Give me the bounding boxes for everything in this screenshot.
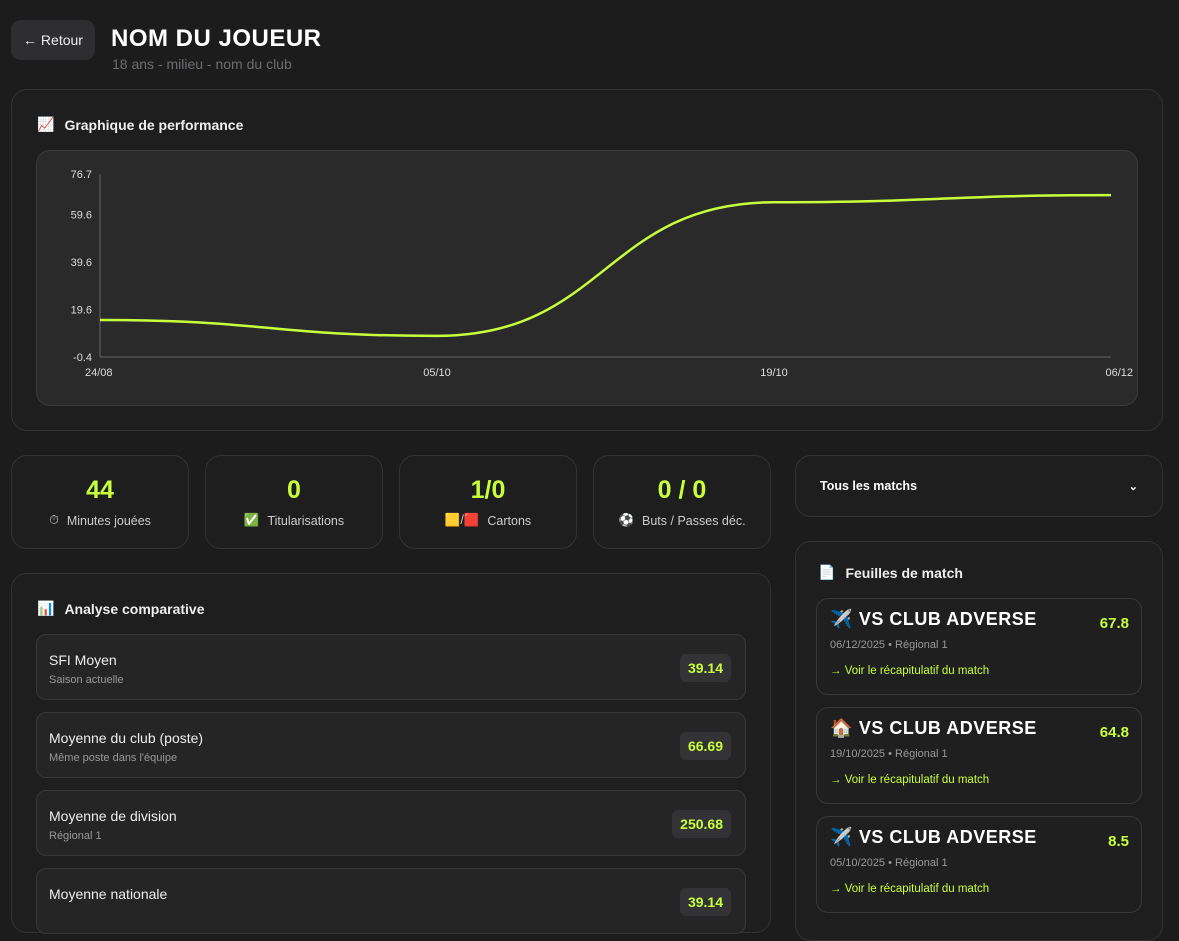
y-tick-label: 76.7 <box>71 169 92 181</box>
match-sheets-title: Feuilles de match <box>845 564 963 581</box>
stat-goals: 0 / 0 ⚽ Buts / Passes déc. <box>593 455 771 549</box>
item-value: 39.14 <box>679 888 731 916</box>
match-meta: 19/10/2025 • Régional 1 <box>830 748 948 760</box>
x-tick-label: 05/10 <box>423 367 451 379</box>
item-name: Moyenne de division <box>49 808 177 824</box>
item-desc: Saison actuelle <box>49 674 124 686</box>
stat-value: 0 / 0 <box>657 476 707 504</box>
match-score: 67.8 <box>1099 615 1129 632</box>
back-button[interactable]: ← Retour <box>11 20 95 60</box>
chevron-down-icon: ⌄ <box>1128 480 1138 493</box>
item-name: SFI Moyen <box>49 652 117 668</box>
x-tick-label: 24/08 <box>85 367 113 379</box>
match-score: 8.5 <box>1108 833 1129 850</box>
page-title: NOM DU JOUEUR <box>111 25 322 52</box>
stat-value: 0 <box>287 476 301 504</box>
item-desc: Régional 1 <box>49 830 102 842</box>
stat-label: Buts / Passes déc. <box>642 513 746 528</box>
ball-icon: ⚽ <box>618 513 635 527</box>
match-item[interactable]: ✈️ VS CLUB ADVERSE 67.8 06/12/2025 • Régi… <box>816 598 1142 695</box>
item-desc: Même poste dans l'équipe <box>49 752 178 764</box>
stopwatch-icon: ⏱ <box>49 513 59 527</box>
item-value: 39.14 <box>679 654 731 682</box>
check-icon: ✅ <box>243 513 260 527</box>
match-meta: 05/10/2025 • Régional 1 <box>830 857 948 869</box>
match-item[interactable]: 🏠 VS CLUB ADVERSE 64.8 19/10/2025 • Régio… <box>816 707 1142 804</box>
match-title: VS CLUB ADVERSE <box>858 827 1037 847</box>
match-title: VS CLUB ADVERSE <box>858 718 1037 738</box>
comparison-title: Analyse comparative <box>64 600 205 617</box>
x-tick-label: 06/12 <box>1105 367 1133 379</box>
match-recap-link[interactable]: → Voir le récapitulatif du match <box>830 883 990 895</box>
match-filter-select[interactable]: Tous les matchs ⌄ <box>806 466 1152 506</box>
match-recap-link[interactable]: → Voir le récapitulatif du match <box>830 774 990 786</box>
comparison-item: SFI Moyen Saison actuelle 39.14 <box>36 634 746 700</box>
item-value: 66.69 <box>679 732 731 760</box>
stat-minutes: 44 ⏱ Minutes jouées <box>11 455 189 549</box>
player-subtitle: 18 ans - milieu - nom du club <box>112 56 292 72</box>
stat-cards: 1/0 🟨/🟥 Cartons <box>399 455 577 549</box>
chart-up-icon: 📈 <box>37 116 55 132</box>
stat-label: Cartons <box>487 513 532 528</box>
bar-chart-icon: 📊 <box>37 600 55 616</box>
comparison-item: Moyenne nationale 39.14 <box>36 868 746 934</box>
stat-value: 44 <box>86 476 114 504</box>
match-filter-card: Tous les matchs ⌄ <box>795 455 1163 517</box>
y-tick-label: 39.6 <box>71 257 92 269</box>
performance-title: Graphique de performance <box>64 116 244 133</box>
y-tick-label: -0.4 <box>73 352 92 364</box>
match-score: 64.8 <box>1099 724 1129 741</box>
match-title: VS CLUB ADVERSE <box>858 609 1037 629</box>
stat-label: Minutes jouées <box>66 513 151 528</box>
cards-icon: 🟨/🟥 <box>444 513 480 527</box>
filter-value: Tous les matchs <box>820 479 918 493</box>
match-meta: 06/12/2025 • Régional 1 <box>830 639 948 651</box>
stat-label: Titularisations <box>267 513 345 528</box>
away-plane-icon: ✈️ <box>830 609 853 629</box>
performance-chart: -0.4 19.6 39.6 59.6 76.7 24/08 05/10 19/10 06/12 <box>36 150 1138 406</box>
stat-starts: 0 ✅ Titularisations <box>205 455 383 549</box>
performance-line <box>99 193 1112 338</box>
item-name: Moyenne nationale <box>49 886 168 902</box>
x-tick-label: 19/10 <box>760 367 788 379</box>
away-plane-icon: ✈️ <box>830 827 853 847</box>
comparison-item: Moyenne de division Régional 1 250.68 <box>36 790 746 856</box>
match-recap-link[interactable]: → Voir le récapitulatif du match <box>830 665 990 677</box>
chart-svg: -0.4 19.6 39.6 59.6 76.7 24/08 05/10 19/10 06/12 <box>71 169 1133 379</box>
comparison-item: Moyenne du club (poste) Même poste dans … <box>36 712 746 778</box>
item-value: 250.68 <box>672 810 731 838</box>
item-name: Moyenne du club (poste) <box>49 730 204 746</box>
match-item[interactable]: ✈️ VS CLUB ADVERSE 8.5 05/10/2025 • Régio… <box>816 816 1142 913</box>
stat-value: 1/0 <box>470 476 506 504</box>
y-tick-label: 59.6 <box>71 210 92 222</box>
y-tick-label: 19.6 <box>71 305 92 317</box>
document-icon: 📄 <box>818 564 836 580</box>
home-icon: 🏠 <box>830 718 853 738</box>
performance-header: 📈 Graphique de performance <box>37 116 243 133</box>
